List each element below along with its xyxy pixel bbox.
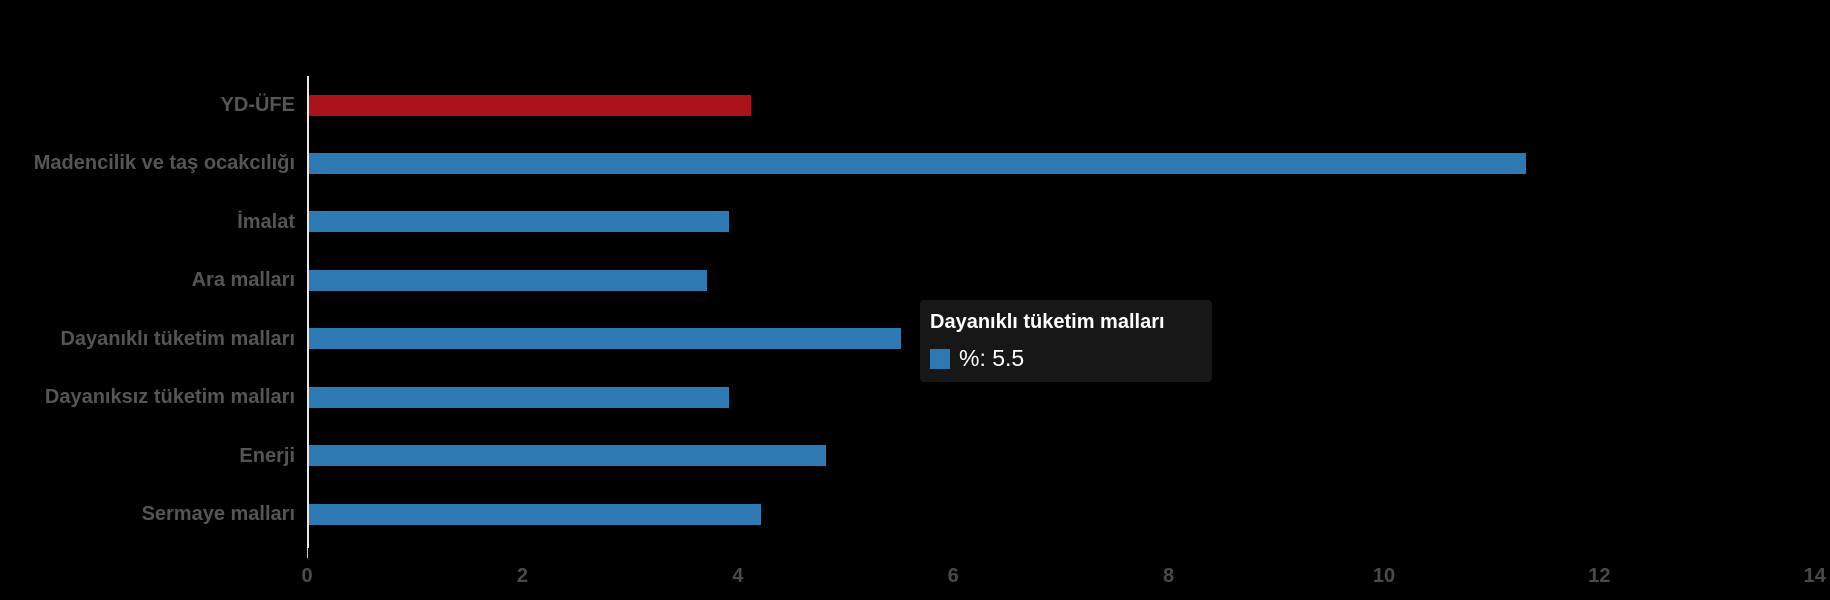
category-label: Madencilik ve taş ocakcılığı xyxy=(33,152,295,175)
tooltip-series-swatch-icon xyxy=(930,348,950,369)
category-label: Dayanıksız tüketim malları xyxy=(44,386,295,409)
tooltip: Dayanıklı tüketim malları %: 5.5 xyxy=(920,300,1212,382)
data-bar[interactable] xyxy=(309,445,826,467)
tooltip-value: %: 5.5 xyxy=(959,345,1025,371)
tooltip-title: Dayanıklı tüketim malları xyxy=(930,311,1165,333)
data-bar[interactable] xyxy=(309,503,761,525)
x-axis-tick-label: 4 xyxy=(732,565,744,587)
x-axis-tick-label: 8 xyxy=(1163,565,1175,587)
x-axis-tick-label: 12 xyxy=(1588,565,1611,587)
category-label: Dayanıklı tüketim malları xyxy=(60,327,295,350)
category-label: Sermaye malları xyxy=(141,503,295,525)
y-axis-zero-tick xyxy=(307,548,308,558)
category-label: Enerji xyxy=(239,444,295,467)
data-bar[interactable] xyxy=(309,269,707,291)
x-axis-tick-label: 10 xyxy=(1372,565,1396,587)
data-bar[interactable] xyxy=(309,211,729,233)
data-bar[interactable] xyxy=(309,328,901,350)
tooltip-value-row: %: 5.5 xyxy=(930,345,1202,372)
x-axis-tick-label: 14 xyxy=(1803,565,1826,587)
data-bar[interactable] xyxy=(309,386,729,408)
x-axis-tick-label: 0 xyxy=(301,565,313,587)
category-label: İmalat xyxy=(237,210,295,233)
data-bar[interactable] xyxy=(309,152,1526,174)
category-label: YD-ÜFE xyxy=(220,94,295,116)
x-axis-tick-label: 2 xyxy=(516,565,528,587)
y-axis-line xyxy=(307,76,309,548)
data-bar[interactable] xyxy=(309,94,751,116)
category-label: Ara malları xyxy=(191,269,295,292)
x-axis-tick-label: 6 xyxy=(947,565,959,587)
